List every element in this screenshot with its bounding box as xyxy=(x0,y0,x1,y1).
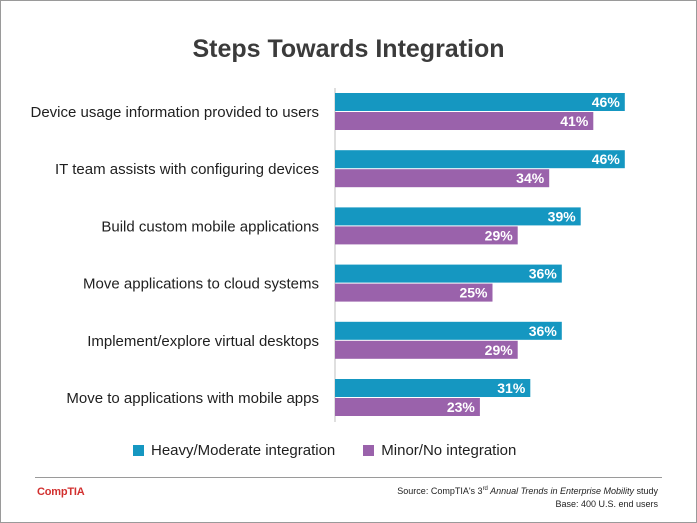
category-label: Move to applications with mobile apps xyxy=(66,390,319,407)
category-label: IT team assists with configuring devices xyxy=(55,161,319,178)
data-label: 39% xyxy=(548,208,577,224)
data-label: 23% xyxy=(447,399,476,415)
bar-minor-no xyxy=(335,340,518,359)
bar-heavy-moderate xyxy=(335,93,625,111)
source-note: Source: CompTIA's 3rd Annual Trends in E… xyxy=(397,483,658,511)
data-label: 41% xyxy=(560,113,589,129)
data-label: 36% xyxy=(529,266,558,282)
source-sup: rd xyxy=(482,486,488,492)
bar-heavy-moderate xyxy=(335,207,581,226)
chart-title: Steps Towards Integration xyxy=(192,35,505,63)
legend-item-minor: Minor/No integration xyxy=(363,442,516,459)
data-label: 36% xyxy=(529,323,558,339)
legend-item-heavy: Heavy/Moderate integration xyxy=(133,442,335,459)
source-study-title: Annual Trends in Enterprise Mobility xyxy=(487,486,634,496)
category-label: Device usage information provided to use… xyxy=(31,104,320,121)
bar-heavy-moderate xyxy=(335,321,562,340)
bar-minor-no xyxy=(335,112,594,130)
bar-heavy-moderate xyxy=(335,379,531,397)
source-ordinal: 3 xyxy=(477,486,483,496)
bar-heavy-moderate xyxy=(335,150,625,169)
bar-heavy-moderate xyxy=(335,264,562,283)
bar-minor-no xyxy=(335,283,493,302)
source-text: Source: CompTIA's 3rd Annual Trends in E… xyxy=(397,483,658,498)
bar-minor-no xyxy=(335,226,518,245)
base-text: Base: 400 U.S. end users xyxy=(555,499,658,509)
category-label: Move applications to cloud systems xyxy=(83,276,319,293)
data-label: 31% xyxy=(497,380,526,396)
comptia-logo: CompTIA xyxy=(37,486,85,498)
data-label: 29% xyxy=(485,227,514,243)
bar-minor-no xyxy=(335,398,480,416)
footer-divider xyxy=(35,477,662,478)
data-label: 25% xyxy=(459,285,488,301)
source-prefix: Source: CompTIA's xyxy=(397,486,478,496)
category-label: Implement/explore virtual desktops xyxy=(87,333,319,350)
data-label: 46% xyxy=(592,94,621,110)
data-label: 29% xyxy=(485,342,514,358)
legend-swatch-minor xyxy=(363,445,375,456)
legend-label-heavy: Heavy/Moderate integration xyxy=(151,442,336,459)
bar-chart: Device usage information provided to use… xyxy=(31,88,625,422)
legend-label-minor: Minor/No integration xyxy=(381,442,517,459)
legend-swatch-heavy xyxy=(133,445,144,456)
legend: Heavy/Moderate integration Minor/No inte… xyxy=(133,442,516,459)
data-label: 34% xyxy=(516,170,545,186)
category-label: Build custom mobile applications xyxy=(101,218,319,235)
bar-minor-no xyxy=(335,169,550,188)
source-suffix: study xyxy=(633,486,658,496)
data-label: 46% xyxy=(592,151,621,167)
